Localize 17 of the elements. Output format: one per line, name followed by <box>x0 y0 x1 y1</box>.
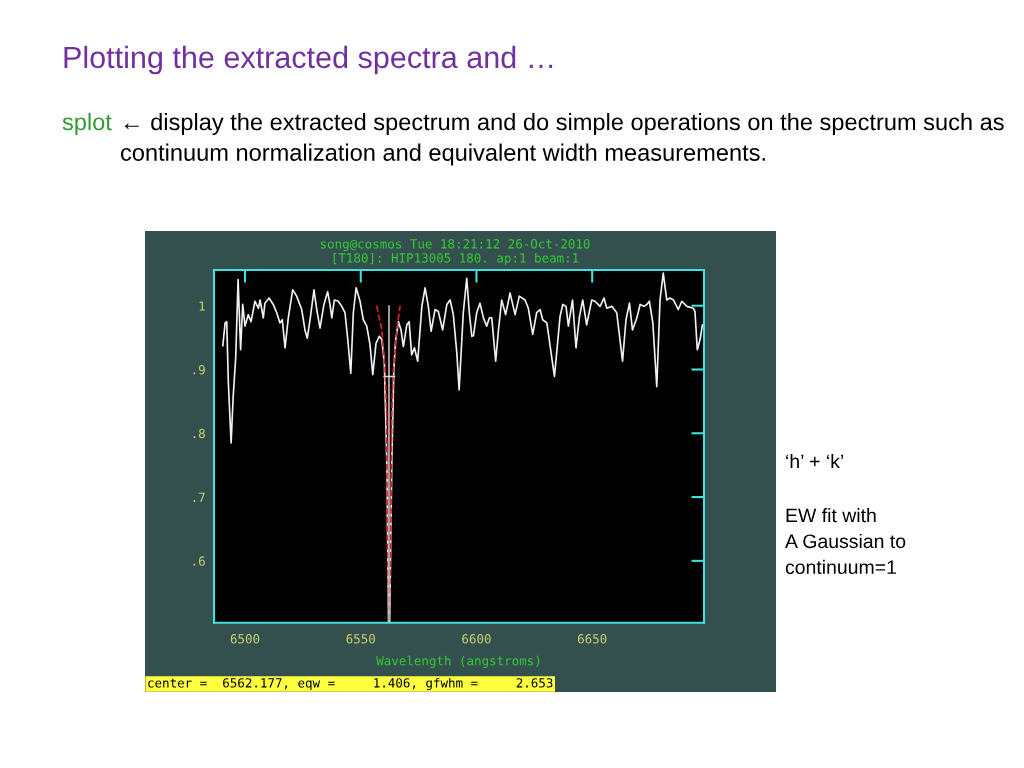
x-tick-label: 6500 <box>230 634 260 644</box>
x-tick-label: 6650 <box>577 634 607 644</box>
text: ‘h’ + ‘k’ <box>786 453 844 469</box>
y-tick-label: .8 <box>193 428 205 439</box>
text: EW fit with A Gaussian to continuum=1 <box>785 508 906 575</box>
text: song@cosmos Tue 18:21:12 26-Oct-2010 <box>320 239 590 252</box>
x-tick-label: 6550 <box>346 634 375 644</box>
y-tick-label: .9 <box>193 365 205 375</box>
chart-subtitle: splot ← display the extracted spectrum and do simple operations on the spectrum such as continuum normalization and equivalent width measurements. <box>62 113 1004 166</box>
chart-title: Plotting the extracted spectra and … <box>64 45 553 75</box>
y-tick-label: .6 <box>193 556 205 566</box>
y-tick-label: .7 <box>193 492 205 502</box>
text: [T180]: HIP13005 180. ap:1 beam:1 <box>333 252 579 266</box>
x-tick-label: 6600 <box>462 634 491 644</box>
y-tick-label: 1 <box>199 301 205 311</box>
x-axis-title: Wavelength (angstroms) <box>376 655 540 668</box>
text: center = 6562.177, eqw = 1.406, gfwhm = 2.653 <box>148 677 553 691</box>
